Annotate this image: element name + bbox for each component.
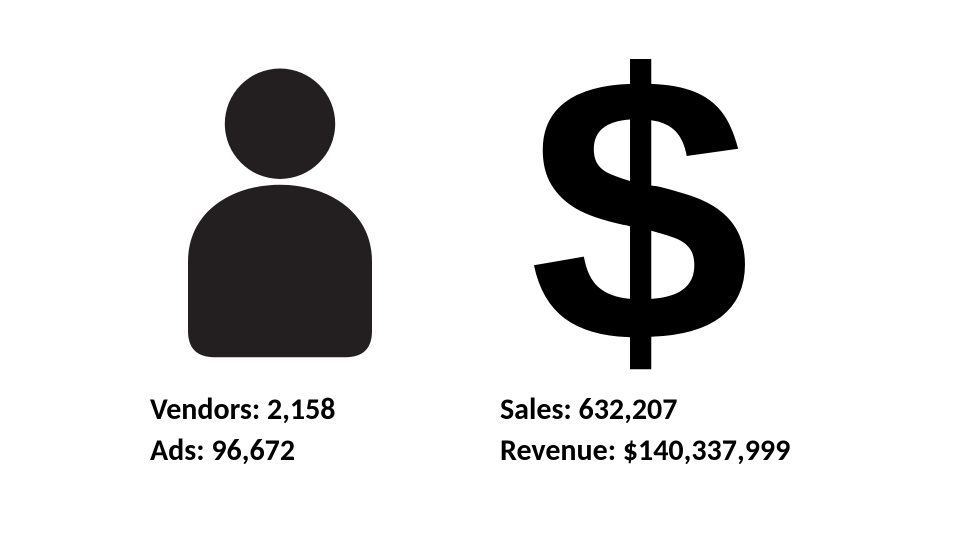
stat-ads: Ads: 96,672	[150, 431, 410, 472]
dollar-sign-icon: $	[500, 50, 780, 370]
infographic-stage: Vendors: 2,158 Ads: 96,672 $ Sales: 632,…	[0, 0, 960, 544]
vendors-value: 2,158	[267, 391, 336, 428]
stat-revenue: Revenue: $140,337,999	[500, 431, 880, 472]
left-stats: Vendors: 2,158 Ads: 96,672	[150, 390, 410, 471]
vendors-label: Vendors:	[150, 391, 267, 428]
person-icon	[150, 50, 410, 370]
ads-label: Ads:	[150, 432, 211, 469]
revenue-label: Revenue:	[500, 432, 623, 469]
right-column: $ Sales: 632,207 Revenue: $140,337,999	[500, 50, 880, 471]
revenue-value: $140,337,999	[623, 432, 791, 469]
left-column: Vendors: 2,158 Ads: 96,672	[150, 50, 410, 471]
ads-value: 96,672	[211, 432, 295, 469]
stat-vendors: Vendors: 2,158	[150, 390, 410, 431]
